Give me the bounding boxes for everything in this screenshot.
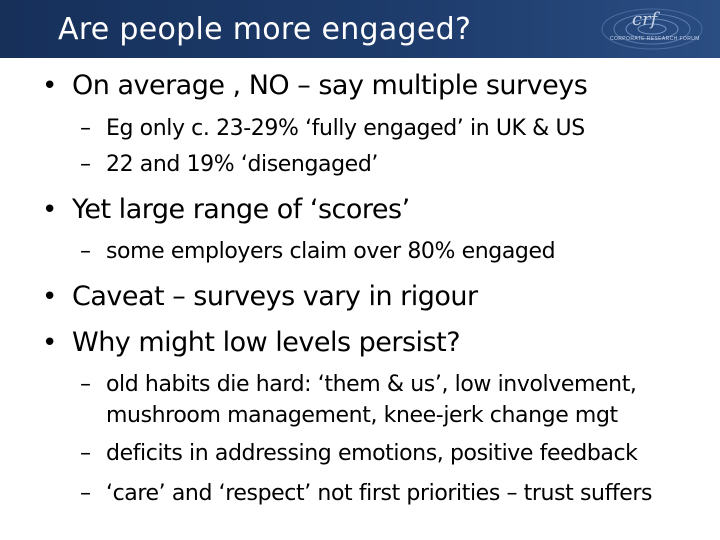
bullet-item: • Caveat – surveys vary in rigour: [42, 281, 478, 313]
sub-bullet-marker: –: [80, 441, 91, 466]
sub-bullet-text: deficits in addressing emotions, positiv…: [106, 441, 638, 466]
sub-bullet-text: some employers claim over 80% engaged: [106, 239, 556, 264]
bullet-marker: •: [42, 328, 57, 358]
sub-bullet-marker: –: [80, 372, 91, 397]
sub-bullet-continuation: mushroom management, knee-jerk change mg…: [80, 403, 618, 429]
sub-bullet-marker: –: [80, 481, 91, 506]
bullet-item: • Why might low levels persist?: [42, 327, 461, 359]
slide-header: Are people more engaged? crf CORPORATE R…: [0, 0, 720, 58]
sub-bullet-item: – Eg only c. 23-29% ‘fully engaged’ in U…: [80, 116, 585, 142]
sub-bullet-item: – deficits in addressing emotions, posit…: [80, 441, 638, 467]
sub-bullet-text: 22 and 19% ‘disengaged’: [106, 152, 378, 177]
bullet-item: • On average , NO – say multiple surveys: [42, 70, 588, 102]
bullet-marker: •: [42, 282, 57, 312]
bullet-text: On average , NO – say multiple surveys: [72, 70, 588, 101]
logo-ripple-icon: [601, 8, 703, 50]
bullet-text: Why might low levels persist?: [72, 327, 461, 358]
bullet-marker: •: [42, 195, 57, 225]
logo-subtitle: CORPORATE RESEARCH FORUM: [610, 36, 700, 42]
sub-bullet-text: old habits die hard: ‘them & us’, low in…: [106, 372, 637, 397]
sub-bullet-item: – some employers claim over 80% engaged: [80, 239, 556, 265]
sub-bullet-text: ‘care’ and ‘respect’ not first prioritie…: [106, 481, 653, 506]
sub-bullet-text: Eg only c. 23-29% ‘fully engaged’ in UK …: [106, 116, 585, 141]
sub-bullet-item: – 22 and 19% ‘disengaged’: [80, 152, 378, 178]
sub-bullet-text: mushroom management, knee-jerk change mg…: [106, 403, 618, 428]
bullet-text: Yet large range of ‘scores’: [72, 194, 410, 225]
sub-bullet-item: – ‘care’ and ‘respect’ not first priorit…: [80, 481, 653, 507]
sub-bullet-marker: –: [80, 116, 91, 141]
logo-wordmark: crf: [632, 9, 658, 30]
crf-logo: crf CORPORATE RESEARCH FORUM: [580, 2, 710, 56]
sub-bullet-item: – old habits die hard: ‘them & us’, low …: [80, 372, 637, 398]
bullet-text: Caveat – surveys vary in rigour: [72, 281, 478, 312]
sub-bullet-marker: –: [80, 152, 91, 177]
slide-title: Are people more engaged?: [58, 12, 472, 47]
bullet-marker: •: [42, 71, 57, 101]
sub-bullet-marker: –: [80, 239, 91, 264]
bullet-item: • Yet large range of ‘scores’: [42, 194, 410, 226]
